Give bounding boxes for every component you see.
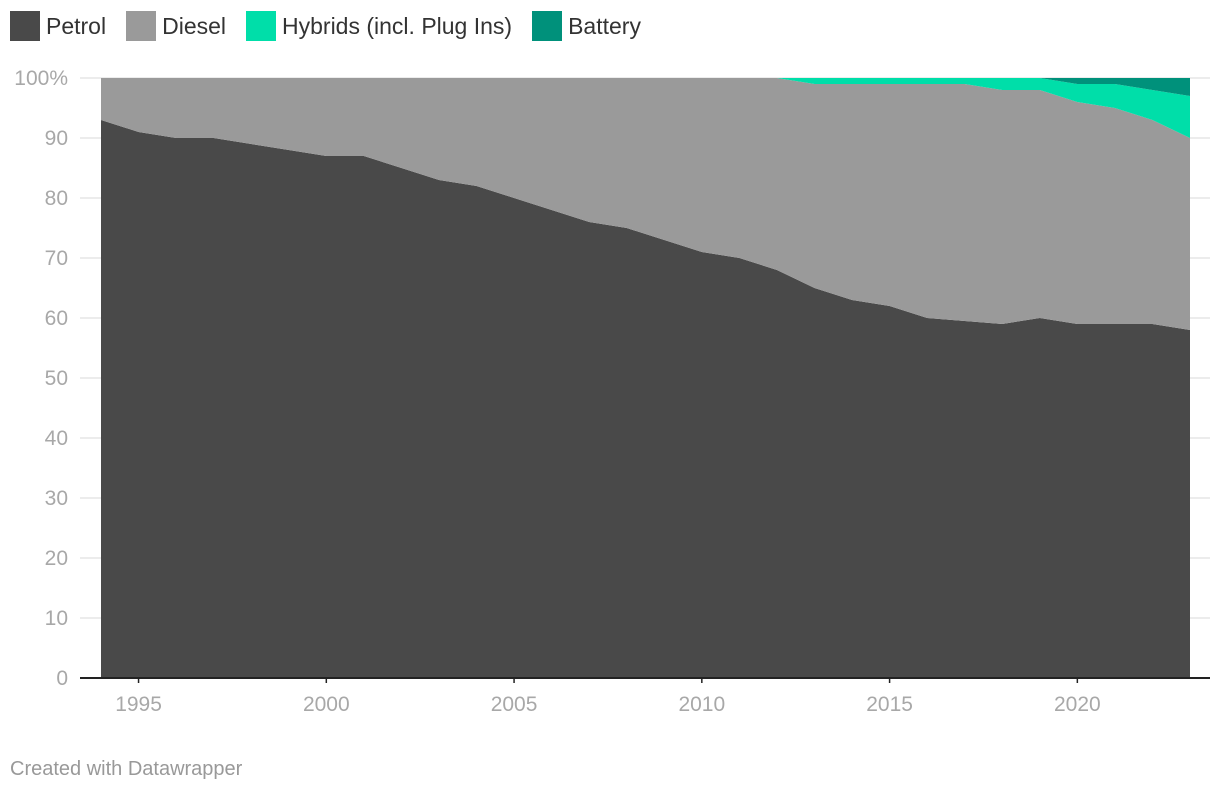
footer-credit: Created with Datawrapper [10,758,243,780]
x-tick-label: 2020 [1054,693,1101,716]
legend-label-diesel: Diesel [162,12,227,39]
y-tick-label: 20 [45,547,68,570]
x-tick-label: 1995 [115,693,162,716]
legend: Petrol Diesel Hybrids (incl. Plug Ins) B… [10,11,661,41]
y-tick-label: 80 [45,187,68,210]
x-tick-label: 2015 [866,693,913,716]
y-tick-label: 40 [45,427,68,450]
legend-item-petrol: Petrol [10,11,106,41]
legend-swatch-diesel [126,11,157,41]
x-tick-label: 2010 [678,693,725,716]
legend-item-battery: Battery [532,11,641,41]
x-tick-label: 2005 [491,693,538,716]
legend-item-hybrids: Hybrids (incl. Plug Ins) [246,11,512,41]
legend-swatch-hybrids [246,11,277,41]
y-tick-label: 90 [45,127,68,150]
y-tick-label: 100% [14,67,68,90]
area-petrol [101,120,1190,678]
legend-label-petrol: Petrol [46,12,107,39]
legend-swatch-petrol [10,11,40,41]
x-tick-label: 2000 [303,693,350,716]
legend-label-hybrids: Hybrids (incl. Plug Ins) [282,12,513,39]
y-tick-label: 30 [45,487,68,510]
y-tick-label: 0 [56,667,68,690]
y-tick-label: 60 [45,307,68,330]
legend-swatch-battery [532,11,563,41]
area-battery [101,78,1190,96]
y-tick-label: 10 [45,607,68,630]
area-diesel [101,78,1190,330]
legend-item-diesel: Diesel [126,11,226,41]
y-tick-label: 70 [45,247,68,270]
y-tick-label: 50 [45,367,68,390]
legend-label-battery: Battery [568,12,641,39]
